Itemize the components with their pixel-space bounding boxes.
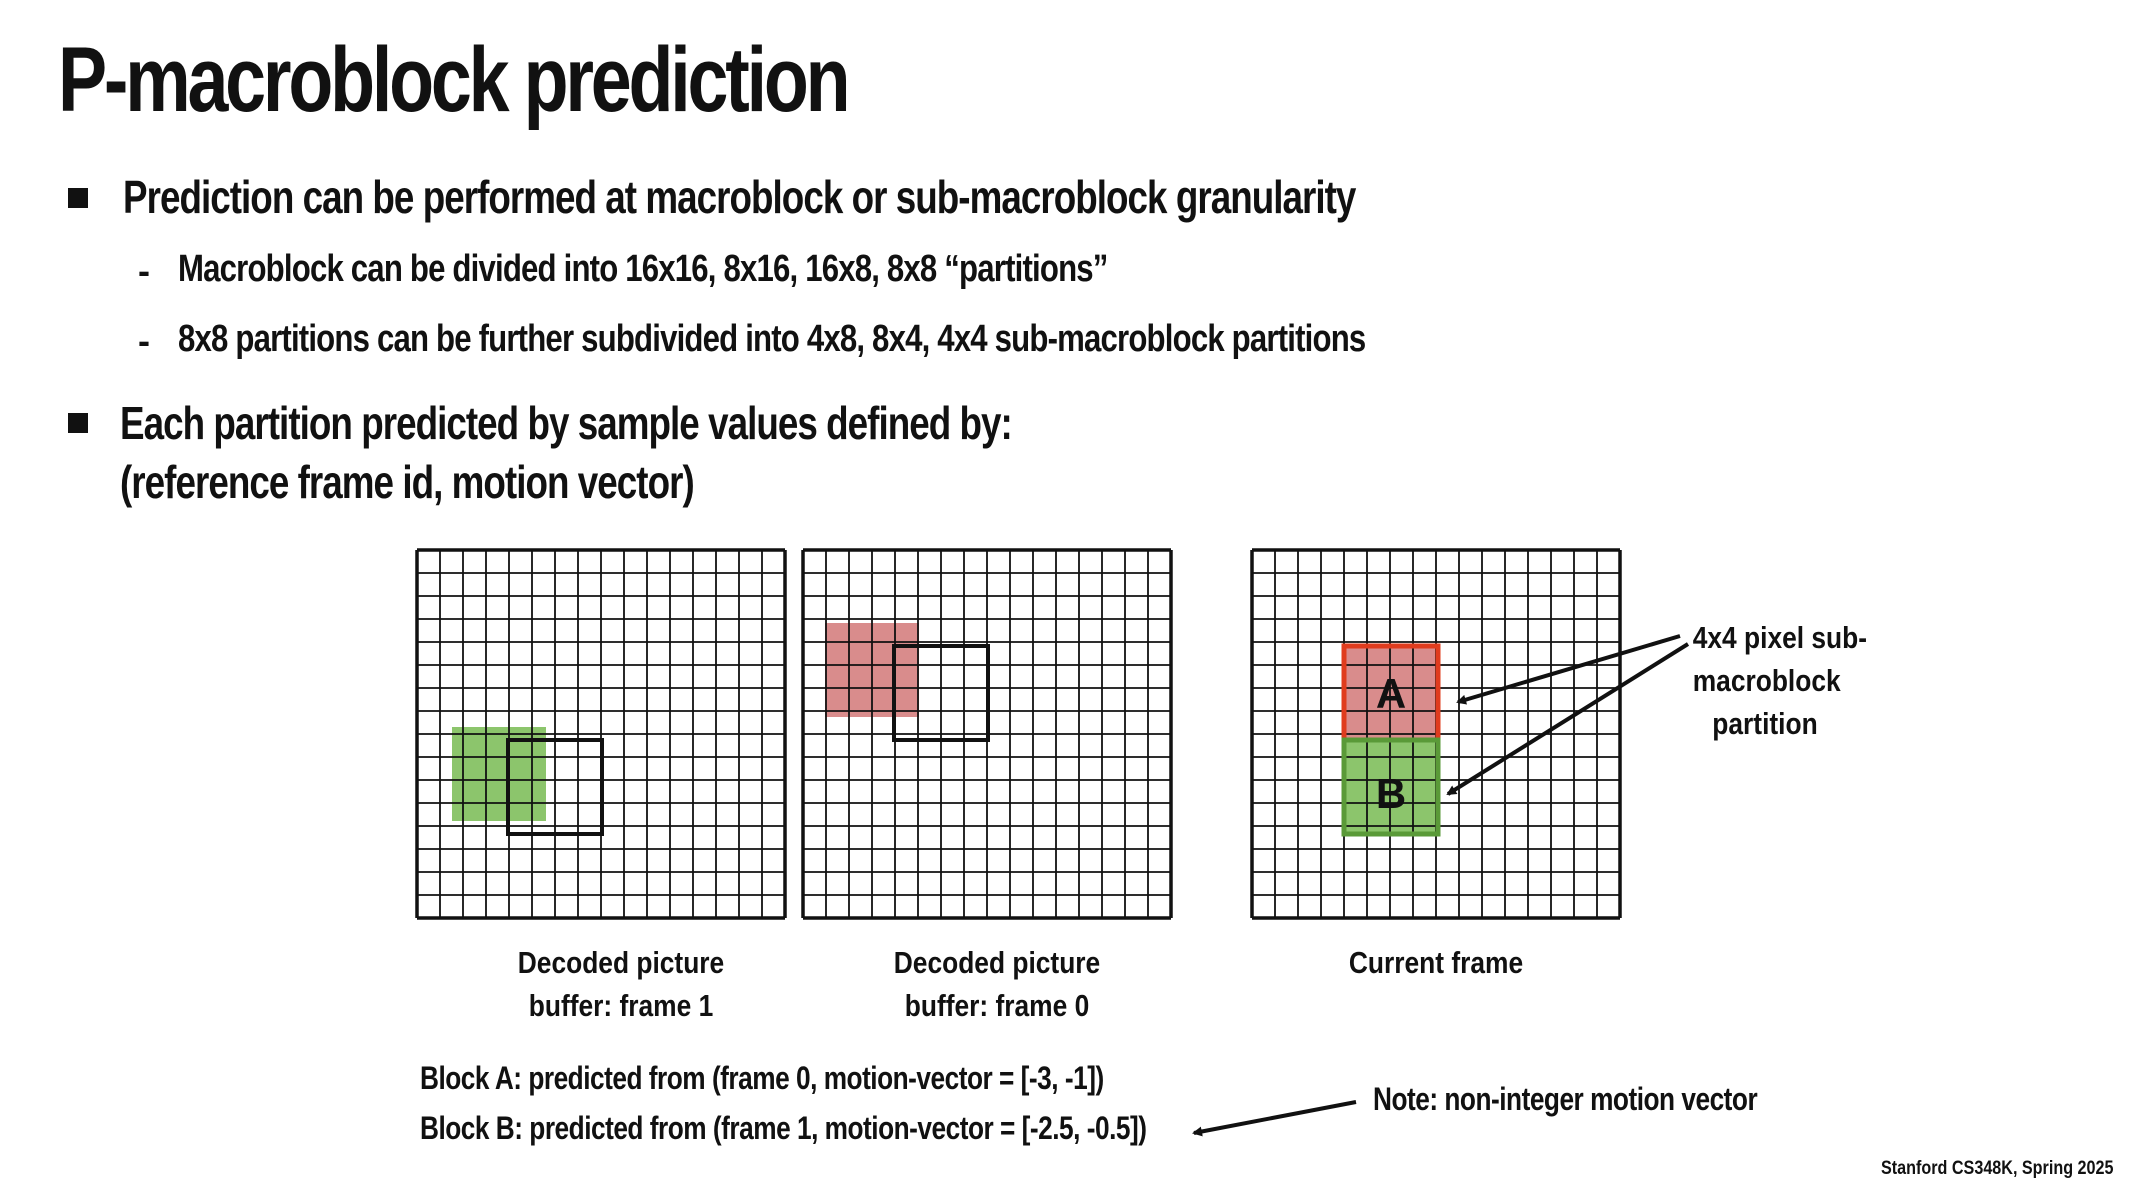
annotation-line-2: macroblock (1692, 663, 1841, 698)
frame-0-caption: Decoded picture buffer: frame 0 (878, 941, 1116, 1027)
block-a-label: A (1376, 670, 1406, 717)
frame-1-source-region (452, 727, 546, 821)
note-arrow (1192, 1100, 1357, 1137)
partition-annotation: 4x4 pixel sub- macroblock partition (1692, 616, 1868, 745)
dash-marker: - (138, 250, 150, 291)
frame-0-grid (801, 548, 1173, 920)
frame-1-caption-line-1: Decoded picture (517, 945, 725, 980)
bullet-marker (68, 188, 88, 208)
frame-1-block-b-position (506, 738, 604, 836)
block-a-description: Block A: predicted from (frame 0, motion… (420, 1060, 1104, 1096)
frame-1-caption-line-2: buffer: frame 1 (528, 988, 714, 1023)
frame-0-caption-line-1: Decoded picture (893, 945, 1101, 980)
bullet-2-line-1: Each partition predicted by sample value… (120, 397, 1013, 449)
annotation-arrow-b (1446, 642, 1690, 796)
block-b-description: Block B: predicted from (frame 1, motion… (420, 1110, 1147, 1146)
block-b-fill (1344, 740, 1438, 834)
bullet-1-text: Prediction can be performed at macrobloc… (123, 171, 1356, 223)
slide-title: P-macroblock prediction (58, 29, 851, 131)
annotation-line-3: partition (1712, 706, 1818, 741)
frame-0-caption-line-2: buffer: frame 0 (904, 988, 1090, 1023)
note-text: Note: non-integer motion vector (1373, 1081, 1758, 1117)
frame-0-block-a-position (892, 644, 990, 742)
dash-marker: - (138, 320, 150, 361)
current-frame-caption-text: Current frame (1348, 945, 1524, 980)
block-a-fill (1344, 646, 1438, 740)
annotation-line-1: 4x4 pixel sub- (1692, 620, 1868, 655)
bullet-2-line-2: (reference frame id, motion vector) (120, 456, 695, 508)
frame-1-grid (415, 548, 787, 920)
bullet-marker (68, 413, 88, 433)
annotation-arrow-a (1456, 634, 1681, 705)
current-frame-caption: Current frame (1317, 941, 1555, 984)
current-frame-grid: A B (1250, 548, 1622, 920)
slide-footer: Stanford CS348K, Spring 2025 (1880, 1158, 2113, 1179)
frame-1-caption: Decoded picture buffer: frame 1 (502, 941, 740, 1027)
block-b-label: B (1376, 770, 1406, 817)
sub-bullet-2: 8x8 partitions can be further subdivided… (178, 318, 1366, 360)
sub-bullet-1: Macroblock can be divided into 16x16, 8x… (178, 248, 1108, 290)
frame-1-gridlines (415, 548, 787, 920)
current-frame-gridlines (1250, 548, 1622, 920)
block-b-outline (1341, 737, 1441, 837)
